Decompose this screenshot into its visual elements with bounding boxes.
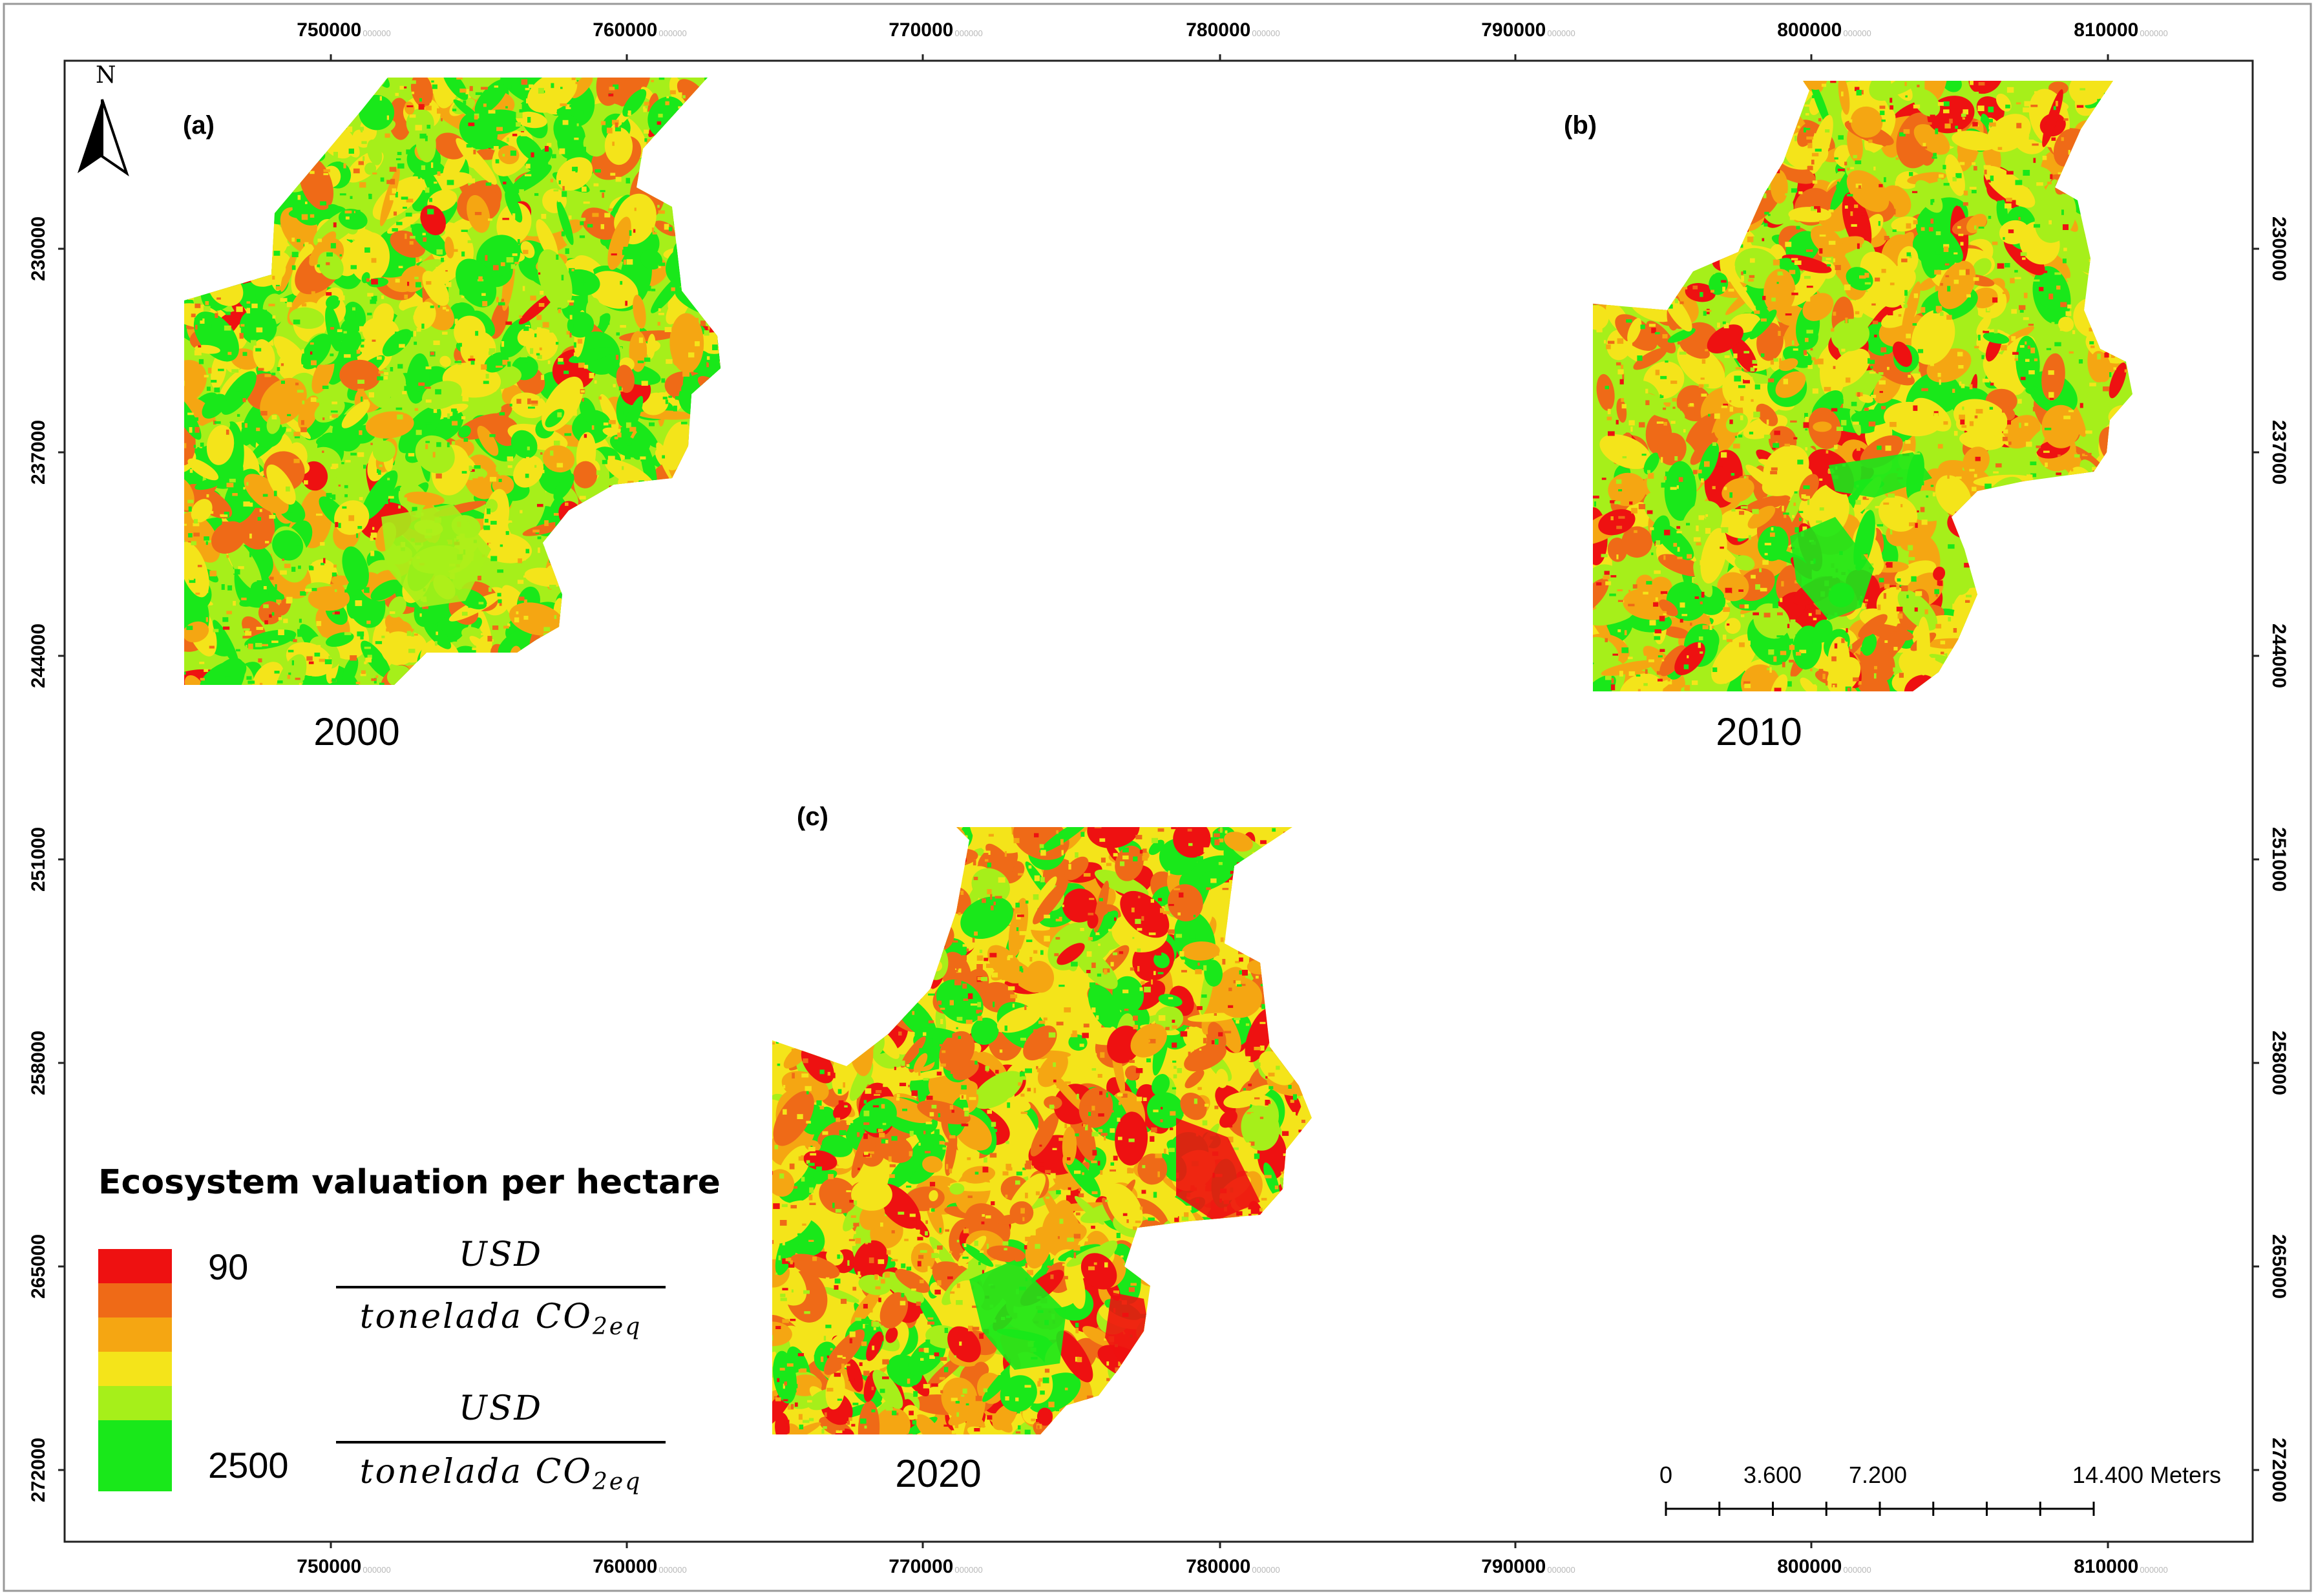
legend-unit-denominator-2: tonelada CO2eq [359, 1453, 642, 1495]
bottom-tick-1: 760000 000000 [593, 1556, 687, 1577]
legend-title: Ecosystem valuation per hectare [98, 1163, 721, 1202]
scale-label-1: 3.600 [1743, 1462, 1802, 1488]
top-tick-2: 770000 000000 [889, 19, 983, 41]
map-panel-b [1593, 81, 2132, 691]
north-arrow-icon [78, 99, 129, 177]
panel-label-a: (a) [183, 111, 215, 140]
bottom-tick-2: 770000 000000 [889, 1556, 983, 1577]
top-tick-5: 800000 000000 [1777, 19, 1871, 41]
bottom-tick-6: 810000 000000 [2074, 1556, 2168, 1577]
legend-swatch-3 [98, 1352, 172, 1386]
scale-bar-graphic [1665, 1502, 2095, 1516]
panel-label-c: (c) [797, 803, 828, 831]
legend-unit-numerator-1: USD [458, 1235, 543, 1274]
top-tick-6: 810000 000000 [2074, 19, 2168, 41]
bottom-tick-3: 780000 000000 [1186, 1556, 1280, 1577]
legend-fraction-line-2 [336, 1441, 666, 1444]
legend-swatch-2 [98, 1318, 172, 1352]
legend-swatch-0 [98, 1249, 172, 1283]
top-tick-3: 780000 000000 [1186, 19, 1280, 41]
north-letter: N [96, 62, 116, 89]
panel-year-b: 2010 [1716, 710, 1802, 753]
legend-swatch-4 [98, 1386, 172, 1420]
panel-year-a: 2000 [313, 710, 400, 753]
top-tick-1: 760000 000000 [593, 19, 687, 41]
map-panel-a [184, 78, 721, 685]
panel-year-c: 2020 [895, 1452, 982, 1495]
scale-label-3: 14.400 Meters [2072, 1462, 2222, 1488]
bottom-tick-5: 800000 000000 [1777, 1556, 1871, 1577]
scale-label-2: 7.200 [1848, 1462, 1908, 1488]
legend-high-value: 90 [208, 1246, 249, 1287]
legend-swatch-1 [98, 1283, 172, 1318]
legend-fraction-line-1 [336, 1286, 666, 1288]
legend-unit-numerator-2: USD [458, 1389, 543, 1428]
bottom-tick-0: 750000 000000 [297, 1556, 391, 1577]
legend-unit-denominator-1: tonelada CO2eq [359, 1297, 642, 1340]
map-panel-c [772, 827, 1312, 1434]
top-tick-4: 790000 000000 [1481, 19, 1575, 41]
legend-swatch-5 [98, 1420, 172, 1491]
scale-label-0: 0 [1659, 1462, 1673, 1488]
legend-low-value: 2500 [208, 1445, 289, 1486]
panel-label-b: (b) [1564, 111, 1597, 140]
top-tick-0: 750000 000000 [297, 19, 391, 41]
bottom-tick-4: 790000 000000 [1481, 1556, 1575, 1577]
